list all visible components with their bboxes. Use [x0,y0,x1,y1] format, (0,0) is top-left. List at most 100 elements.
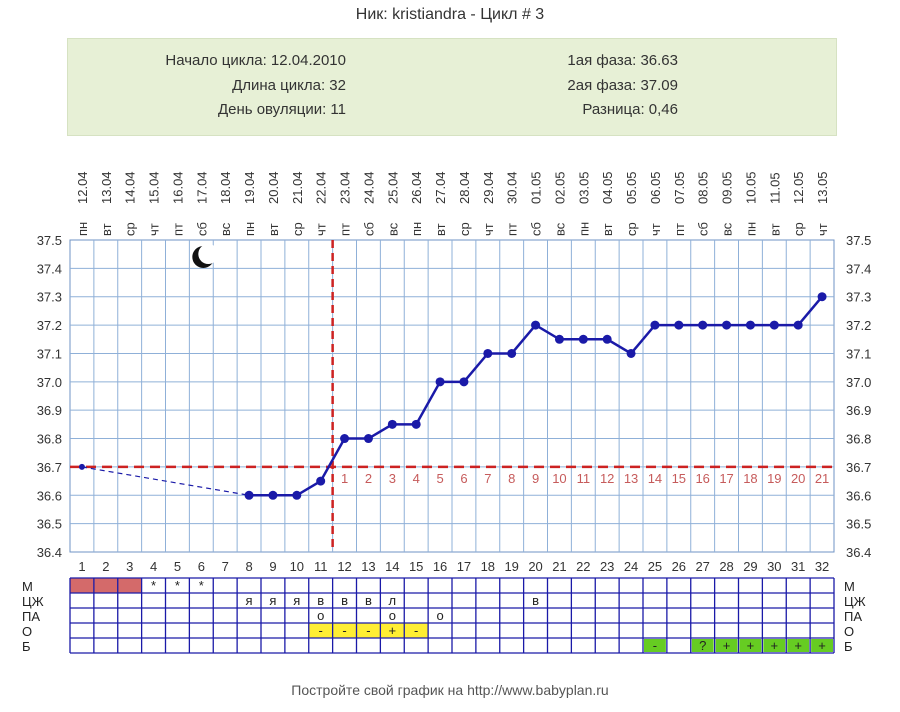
date-label: 06.05 [648,171,663,204]
weekday-label: ср [290,222,305,236]
yellow-cell [332,623,357,638]
day-number: 2 [102,559,109,574]
date-label: 08.05 [696,171,711,204]
temperature-point [78,463,85,470]
day-number: 25 [648,559,662,574]
date-label: 14.04 [123,171,138,204]
table-row-label-left: ЦЖ [22,594,44,609]
date-label: 23.04 [338,171,353,204]
temperature-point [626,348,636,358]
temperature-point [554,334,564,344]
day-number: 28 [719,559,733,574]
day-number: 1 [78,559,85,574]
date-label: 03.05 [576,171,591,204]
weekday-label: пн [409,222,424,236]
temperature-point [674,320,684,330]
phase2-day-number: 11 [577,471,591,486]
day-number: 13 [361,559,375,574]
day-number: 32 [815,559,829,574]
table-cell-mark: * [175,578,180,593]
date-label: 07.05 [672,171,687,204]
phase2-day-number: 14 [648,471,662,486]
day-number: 10 [290,559,304,574]
footer-link[interactable]: Постройте свой график на http://www.baby… [291,682,609,698]
weekday-label: чт [147,223,162,236]
yellow-cell [380,623,405,638]
phase2-day-number: 3 [389,471,396,486]
phase2-day-number: 1 [341,471,348,486]
phase2-day-number: 9 [532,471,539,486]
cycle-start: Начало цикла: 12.04.2010 [165,52,346,69]
date-label: 12.05 [791,171,806,204]
temperature-point [745,320,755,330]
y-tick-label-right: 37.0 [846,375,871,390]
temperature-point [769,320,779,330]
date-label: 16.04 [170,171,185,204]
green-cell [691,639,714,652]
date-label: 29.04 [481,171,496,204]
temperature-point [578,334,588,344]
weekday-label: чт [815,223,830,236]
temperature-point [483,348,493,358]
day-number: 4 [150,559,157,574]
weekday-label: сб [361,222,376,236]
day-number: 7 [222,559,229,574]
y-tick-label-right: 36.5 [846,517,871,532]
table-row-label-left: М [22,579,33,594]
table-cell-mark: + [389,623,397,638]
temperature-point [340,434,350,444]
table-cell-mark: - [319,623,323,638]
day-number: 5 [174,559,181,574]
weekday-label: пн [743,222,758,236]
day-number: 21 [552,559,566,574]
weekday-label: ср [791,222,806,236]
table-cell-mark: в [365,593,372,608]
date-label: 04.05 [600,171,615,204]
temperature-point [244,490,254,500]
date-label: 10.05 [743,171,758,204]
green-cell [715,639,738,652]
weekday-label: пн [75,222,90,236]
date-label: 13.05 [815,171,830,204]
date-label: 19.04 [242,171,257,204]
y-tick-label-right: 36.6 [846,488,871,503]
y-tick-label-right: 36.7 [846,460,871,475]
table-cell-mark: - [414,623,418,638]
date-label: 15.04 [147,171,162,204]
menstruation-bar [70,578,142,593]
table-row-label-right: ПА [844,609,862,624]
table-cell-mark: ? [699,638,706,653]
phase2-day-number: 8 [508,471,515,486]
table-row-label-right: О [844,624,854,639]
y-tick-label-right: 37.1 [846,346,871,361]
temperature-point [650,320,660,330]
table-cell-mark: * [199,578,204,593]
weekday-label: сб [194,222,209,236]
weekday-label: вс [218,222,233,236]
green-cell [787,639,810,652]
weekday-label: вт [767,223,782,236]
weekday-label: ср [123,222,138,236]
day-number: 9 [269,559,276,574]
weekday-label: пн [242,222,257,236]
date-label: 28.04 [457,171,472,204]
date-label: 05.05 [624,171,639,204]
temperature-point [411,419,421,429]
y-tick-label-left: 37.1 [37,346,62,361]
date-label: 18.04 [218,171,233,204]
table-cell-mark: я [246,593,253,608]
phase2-day-number: 20 [791,471,805,486]
table-cell-mark: о [389,608,396,623]
day-number: 15 [409,559,423,574]
weekday-label: вт [266,223,281,236]
date-label: 20.04 [266,171,281,204]
y-tick-label-left: 37.5 [37,233,62,248]
cycle-info-box: Начало цикла: 12.04.2010 Длина цикла: 32… [67,38,837,136]
temperature-point [292,490,302,500]
phase2-day-number: 15 [672,471,686,486]
temperature-point [698,320,708,330]
phase2-day-number: 4 [413,471,420,486]
green-cell [644,639,666,652]
table-cell-mark: + [818,638,826,653]
date-label: 26.04 [409,171,424,204]
